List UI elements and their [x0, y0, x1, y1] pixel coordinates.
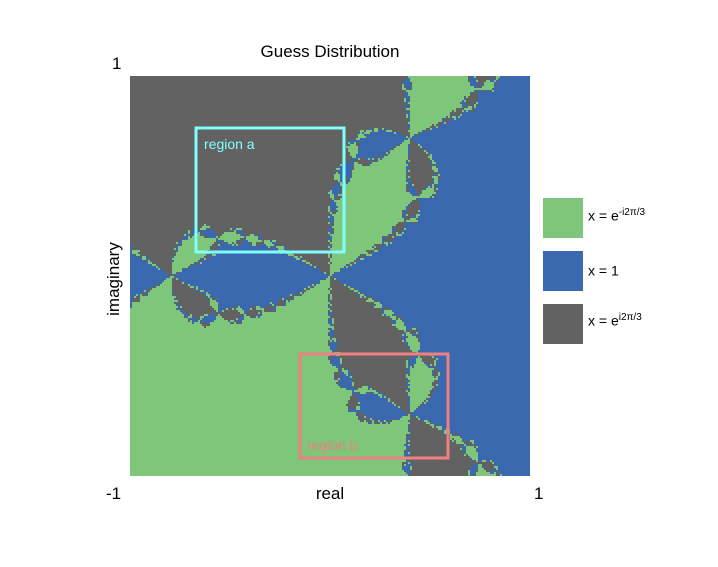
region-box-a	[194, 126, 346, 254]
region-layer: region a region b	[194, 126, 450, 460]
region-label-a: region a	[204, 136, 255, 152]
legend-swatch-blue	[543, 251, 583, 291]
region-box-b	[298, 352, 450, 460]
basin-image	[130, 76, 530, 476]
legend-label-gray: x = ei2π/3	[588, 312, 642, 329]
legend-label-green: x = e-i2π/3	[588, 207, 646, 224]
legend-swatch-green	[543, 198, 583, 238]
legend-label-blue: x = 1	[588, 262, 619, 279]
legend-swatch-gray	[543, 304, 583, 344]
legend: x = e-i2π/3 x = 1 x = ei2π/3	[543, 198, 663, 344]
x-axis-label: real	[315, 484, 345, 503]
region-label-b: region b	[307, 437, 358, 453]
chart-title: Guess Distribution	[260, 42, 400, 61]
x-tick-right: 1	[534, 484, 544, 503]
basin-plot: region a region b	[130, 76, 530, 476]
x-tick-left: -1	[106, 484, 122, 503]
y-tick-top: 1	[112, 54, 122, 73]
y-axis-label: imaginary	[104, 242, 123, 316]
